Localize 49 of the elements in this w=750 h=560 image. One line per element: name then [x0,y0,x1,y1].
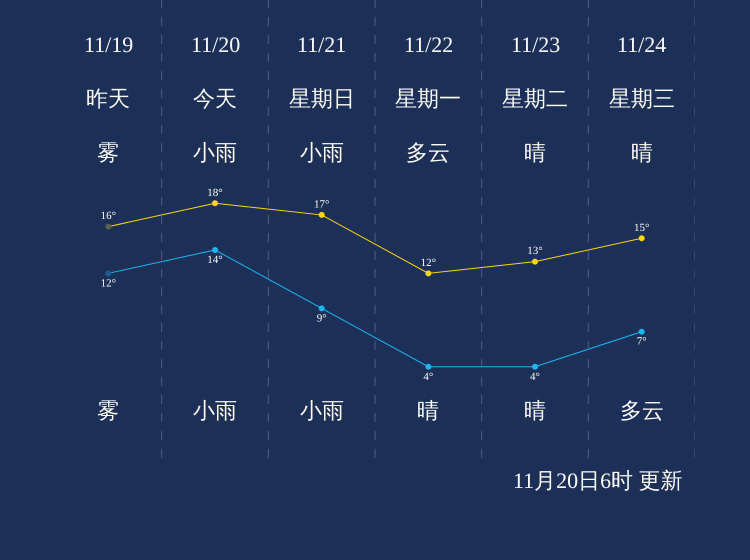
point [318,305,325,312]
text: 小雨 [300,398,344,423]
point [318,212,325,218]
x-tick-label: 11/23 [511,32,560,57]
text: 星期日 [289,86,355,111]
data-label: 9° [316,312,327,324]
text: 多云 [406,140,450,165]
point [105,224,112,230]
point [212,200,218,206]
text: 星期三 [609,86,675,111]
text: 星期一 [395,86,461,111]
point [425,270,432,276]
text: 星期二 [502,86,568,111]
text: 小雨 [300,140,344,165]
point [638,328,645,335]
text: 小雨 [193,140,237,165]
point [532,258,538,265]
data-label: 13° [527,245,543,258]
text: 晴 [524,398,546,423]
point [425,364,432,370]
x-tick-label: 11/19 [84,32,134,57]
text: 雾 [97,398,119,423]
text: 11月20日6时 更新 [513,468,683,493]
data-label: 18° [207,186,223,199]
text: 小雨 [193,398,237,423]
data-label: 12° [100,277,116,290]
text: 晴 [631,140,653,165]
data-label: 15° [634,222,650,234]
text: 多云 [620,398,664,423]
data-label: 12° [420,256,436,269]
data-label: 17° [314,198,330,210]
text: 雾 [97,140,119,165]
point [638,235,645,242]
x-tick-label: 11/24 [617,32,666,57]
x-tick-label: 11/21 [297,32,346,57]
data-label: 16° [100,210,116,222]
text: 昨天 [86,86,130,111]
x-tick-label: 11/22 [404,32,454,57]
point [105,270,112,276]
data-label: 14° [207,254,223,266]
x-tick-label: 11/20 [191,32,240,57]
data-label: 4° [423,370,434,383]
text: 晴 [524,140,546,165]
data-label: 7° [636,336,647,348]
data-label: 4° [530,370,540,383]
point [532,364,538,370]
point [212,246,218,253]
text: 今天 [193,86,237,111]
text: 晴 [417,398,439,423]
